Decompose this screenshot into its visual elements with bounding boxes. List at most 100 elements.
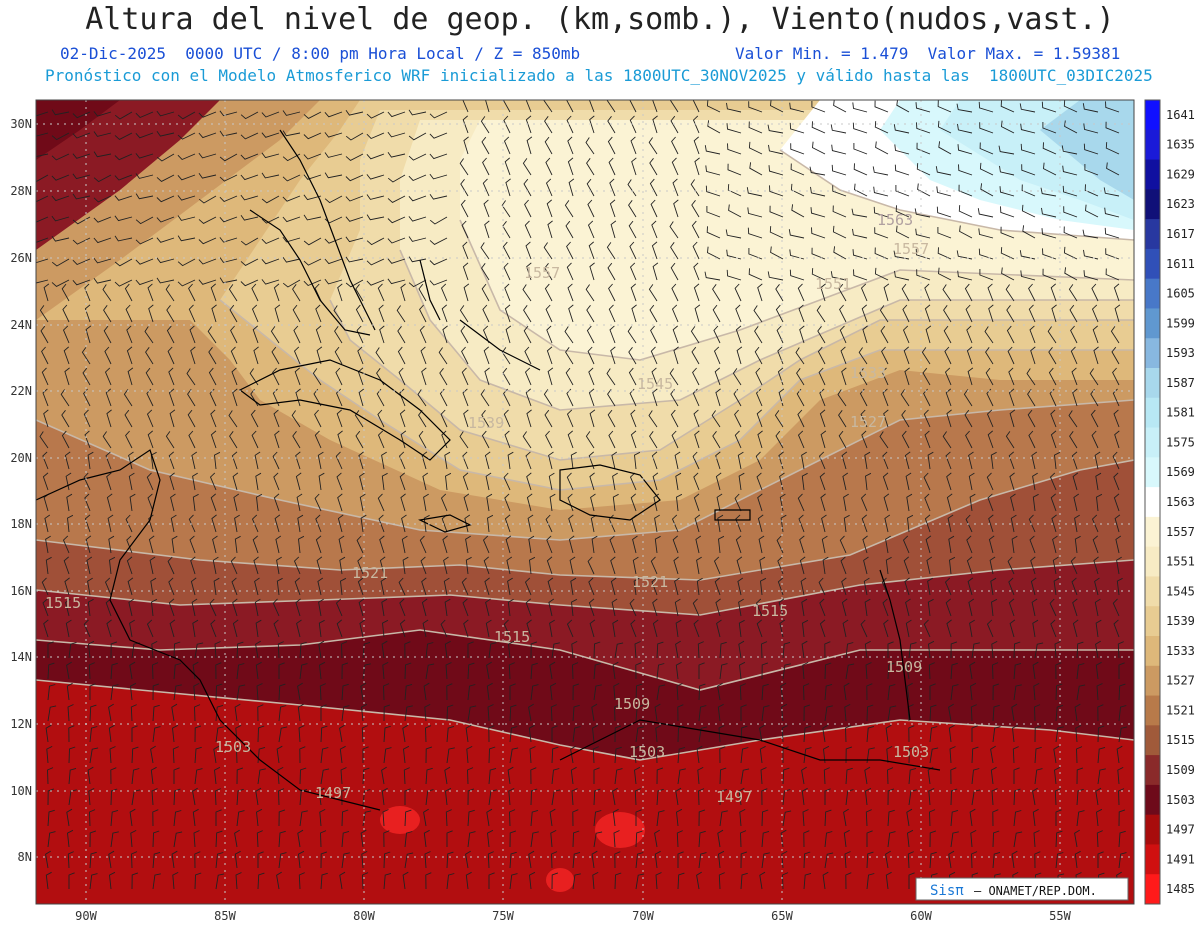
wind-barb <box>219 110 238 117</box>
wind-barb <box>429 258 448 266</box>
wind-barb <box>632 535 638 554</box>
wind-barb <box>190 346 196 365</box>
colorbar-label: 1515 <box>1166 733 1195 747</box>
wind-barb <box>908 789 917 806</box>
wind-barb <box>276 577 283 596</box>
wind-barb <box>593 684 602 701</box>
wind-barb <box>89 830 97 848</box>
wind-barb <box>272 598 280 617</box>
wind-barb <box>608 283 616 302</box>
wind-barb <box>669 368 679 386</box>
wind-barb <box>1064 267 1078 281</box>
wind-barb <box>611 598 618 617</box>
wind-barb <box>387 151 406 158</box>
wind-barb <box>231 577 238 596</box>
wind-barb <box>462 388 469 407</box>
wind-barb <box>586 325 595 344</box>
wind-barb <box>816 305 826 323</box>
wind-barb <box>882 451 889 470</box>
wind-barb <box>340 577 347 596</box>
wind-barb <box>504 157 511 176</box>
wind-barb <box>425 767 433 785</box>
wind-barb <box>592 724 599 743</box>
wind-barb <box>335 388 343 407</box>
wind-barb <box>236 641 244 659</box>
wind-barb <box>114 279 133 287</box>
wind-barb <box>674 577 680 596</box>
wind-barb <box>421 451 428 470</box>
wind-barb <box>210 493 217 512</box>
wind-barb <box>1091 514 1099 533</box>
wind-barb <box>240 132 259 140</box>
wind-barb <box>366 111 385 119</box>
wind-barb <box>529 746 536 764</box>
wind-barb <box>874 247 889 260</box>
wind-barb <box>1063 226 1078 239</box>
wind-barb <box>198 132 217 139</box>
wind-barb <box>463 493 470 512</box>
wind-barb <box>740 851 748 869</box>
wind-barb <box>282 153 301 162</box>
wind-barb <box>169 619 176 638</box>
wind-barb <box>1070 346 1078 365</box>
wind-barb <box>1042 268 1057 281</box>
wind-barb <box>83 619 91 638</box>
wind-barb <box>297 703 304 722</box>
wind-barb <box>131 725 138 742</box>
wind-barb <box>1055 726 1064 743</box>
wind-barb <box>83 409 91 428</box>
wind-barb <box>692 388 700 407</box>
wind-barb <box>811 268 826 281</box>
wind-barb <box>446 747 455 764</box>
wind-barb <box>716 619 722 638</box>
wind-barb <box>887 788 895 806</box>
wind-barb <box>423 808 429 827</box>
wind-barb <box>839 325 847 344</box>
wind-barb <box>345 279 364 288</box>
wind-barb <box>739 683 746 701</box>
wind-barb <box>545 430 553 449</box>
wind-barb <box>950 641 958 659</box>
wind-barb <box>946 619 952 638</box>
wind-barb <box>261 132 280 138</box>
wind-barb <box>717 829 724 848</box>
wind-barb <box>126 535 133 554</box>
wind-barb <box>188 304 196 323</box>
wind-barb <box>844 851 851 869</box>
wind-barb <box>151 640 158 659</box>
wind-barb <box>189 325 196 344</box>
wind-barb <box>320 768 330 785</box>
wind-barb <box>654 829 660 848</box>
wind-barb <box>905 472 912 491</box>
wind-barb <box>1118 809 1126 827</box>
wind-barb <box>89 726 98 743</box>
wind-barb <box>588 598 595 617</box>
wind-barb <box>108 535 115 554</box>
wind-barb <box>1013 641 1021 659</box>
wind-barb <box>400 430 407 449</box>
wind-barb <box>345 132 364 141</box>
wind-barb <box>874 267 889 281</box>
wind-barb <box>104 367 112 386</box>
wind-barb <box>649 178 658 197</box>
wind-barb <box>399 409 406 428</box>
wind-barb <box>801 766 807 785</box>
wind-barb <box>586 305 595 323</box>
wind-barb <box>261 195 280 204</box>
wind-barb <box>717 514 724 533</box>
wind-barb <box>545 178 553 197</box>
wind-barb <box>740 830 747 848</box>
wind-barb <box>966 535 973 554</box>
wind-barb <box>1032 619 1039 638</box>
wind-barb <box>988 304 994 323</box>
wind-barb <box>1041 101 1057 113</box>
colorbar-swatch <box>1145 755 1160 786</box>
wind-barb <box>907 829 914 848</box>
colorbar-swatch <box>1145 636 1160 667</box>
wind-barb <box>656 663 665 680</box>
wind-barb <box>989 556 996 575</box>
wind-barb <box>234 514 240 533</box>
wind-barb <box>734 409 742 428</box>
wind-barb <box>970 704 977 722</box>
wind-barb <box>654 850 661 869</box>
